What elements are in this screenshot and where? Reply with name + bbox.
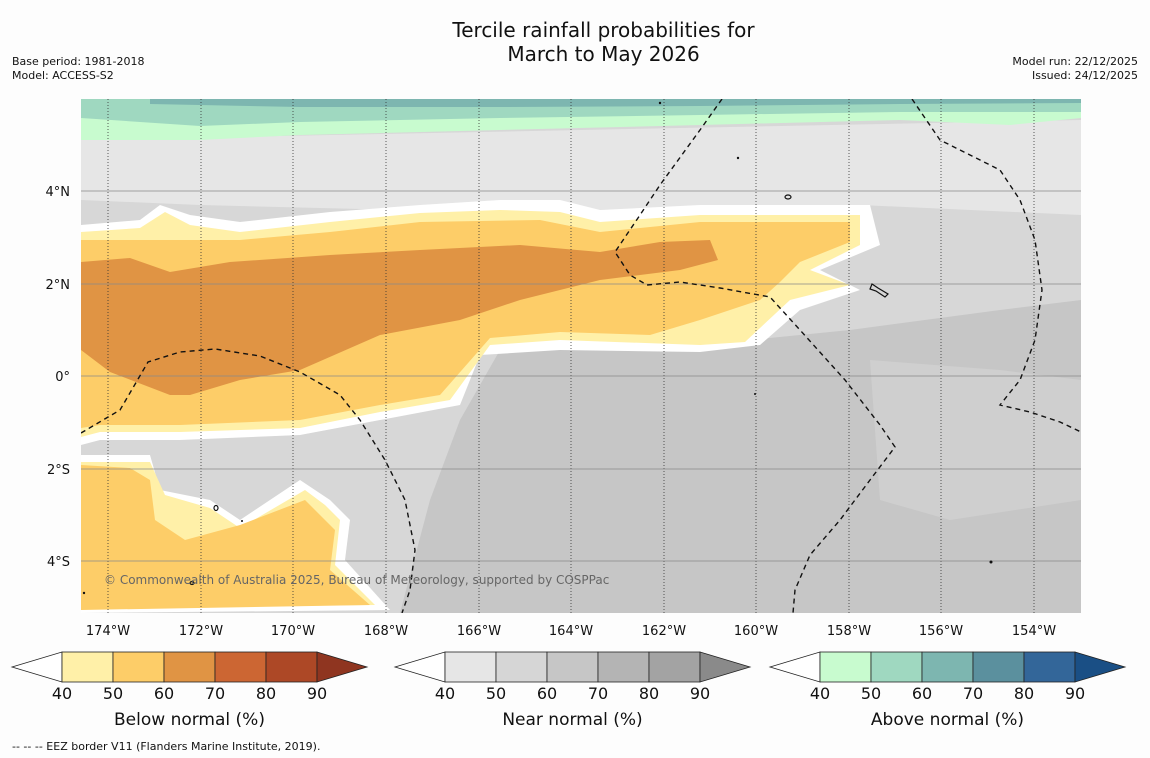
lon-tick-170w: 170°W xyxy=(271,624,315,639)
atolls xyxy=(82,101,993,595)
colorbar-below-swatch-3 xyxy=(214,651,267,683)
colorbar-below-low-triangle xyxy=(10,651,63,683)
eez-footnote: -- -- -- EEZ border V11 (Flanders Marine… xyxy=(12,740,321,753)
above-normal-60-region xyxy=(150,99,1081,107)
colorbar-above-swatch-1 xyxy=(870,651,923,683)
colorbar-below-tick-70: 70 xyxy=(205,684,225,703)
colorbar-above-title: Above normal (%) xyxy=(871,710,1024,730)
colorbar-above-low-triangle xyxy=(768,651,821,683)
lat-tick-2n: 2°N xyxy=(46,278,71,293)
colorbar-near-swatch-4 xyxy=(648,651,701,683)
lon-tick-162w: 162°W xyxy=(642,624,686,639)
meta-right: Model run: 22/12/2025 Issued: 24/12/2025 xyxy=(1012,55,1138,83)
model-run: Model run: 22/12/2025 xyxy=(1012,55,1138,68)
colorbar-above-swatch-3 xyxy=(972,651,1025,683)
colorbar-above-swatch-0 xyxy=(819,651,872,683)
colorbar-below-swatch-1 xyxy=(112,651,165,683)
lon-tick-174w: 174°W xyxy=(86,624,130,639)
colorbar-below-tick-90: 90 xyxy=(307,684,327,703)
lat-tick-4n: 4°N xyxy=(46,185,71,200)
colorbar-below-high-triangle xyxy=(316,651,369,683)
colorbar-near-tick-90: 90 xyxy=(690,684,710,703)
colorbar-near-tick-60: 60 xyxy=(537,684,557,703)
colorbar-near-swatch-2 xyxy=(546,651,599,683)
colorbar-above-tick-50: 50 xyxy=(861,684,881,703)
lon-tick-166w: 166°W xyxy=(457,624,501,639)
colorbar-near-swatch-0 xyxy=(444,651,497,683)
base-period: Base period: 1981-2018 xyxy=(12,55,145,68)
colorbar-above-high-triangle xyxy=(1074,651,1127,683)
colorbar-near-tick-50: 50 xyxy=(486,684,506,703)
eez-borders xyxy=(81,99,1081,613)
colorbar-below: 40 50 60 70 80 90 Below normal (%) xyxy=(10,651,369,730)
islands xyxy=(189,194,889,586)
colorbars: 40 50 60 70 80 90 Below normal (%) 40 50 60 70 80 90… xyxy=(10,651,1127,730)
colorbar-below-swatch-0 xyxy=(61,651,114,683)
colorbar-above-tick-90: 90 xyxy=(1065,684,1085,703)
lat-tick-2s: 2°S xyxy=(47,463,70,478)
colorbar-below-tick-60: 60 xyxy=(154,684,174,703)
colorbar-above-swatch-4 xyxy=(1023,651,1076,683)
title-line-2: March to May 2026 xyxy=(507,42,700,66)
colorbar-near-tick-70: 70 xyxy=(588,684,608,703)
colorbar-below-swatch-2 xyxy=(163,651,216,683)
colorbar-below-tick-50: 50 xyxy=(103,684,123,703)
colorbar-above-swatch-2 xyxy=(921,651,974,683)
colorbar-near-high-triangle xyxy=(699,651,752,683)
colorbar-near-swatch-1 xyxy=(495,651,548,683)
colorbar-near-swatch-3 xyxy=(597,651,650,683)
colorbar-above-tick-60: 60 xyxy=(912,684,932,703)
meta-left: Base period: 1981-2018 Model: ACCESS-S2 xyxy=(12,55,144,83)
colorbar-above-tick-70: 70 xyxy=(963,684,983,703)
lon-tick-154w: 154°W xyxy=(1012,624,1056,639)
chart-title: Tercile rainfall probabilities for March… xyxy=(0,18,1150,66)
colorbar-below-tick-80: 80 xyxy=(256,684,276,703)
lon-tick-158w: 158°W xyxy=(827,624,871,639)
model-name: Model: ACCESS-S2 xyxy=(12,69,114,82)
lon-ticks: 174°W 172°W 170°W 168°W 166°W 164°W 162°… xyxy=(86,624,1056,639)
colorbar-above-tick-40: 40 xyxy=(810,684,830,703)
issued-date: Issued: 24/12/2025 xyxy=(1031,69,1138,82)
colorbar-above: 40 50 60 70 80 90 Above normal (%) xyxy=(768,651,1127,730)
lon-tick-164w: 164°W xyxy=(549,624,593,639)
below-normal-50-south xyxy=(81,465,370,610)
colorbar-near: 40 50 60 70 80 90 Near normal (%) xyxy=(393,651,752,730)
colorbar-near-tick-40: 40 xyxy=(435,684,455,703)
map-area xyxy=(81,99,1081,613)
lon-tick-168w: 168°W xyxy=(364,624,408,639)
colorbar-below-swatch-4 xyxy=(265,651,318,683)
lon-tick-172w: 172°W xyxy=(179,624,223,639)
colorbar-near-low-triangle xyxy=(393,651,446,683)
lon-tick-156w: 156°W xyxy=(919,624,963,639)
lon-tick-160w: 160°W xyxy=(734,624,778,639)
below-normal-60-region xyxy=(81,240,718,395)
copyright-text: © Commonwealth of Australia 2025, Bureau… xyxy=(104,573,609,587)
lat-tick-0: 0° xyxy=(55,370,70,385)
near-normal-55-region xyxy=(870,360,1081,520)
colorbar-below-title: Below normal (%) xyxy=(114,710,265,730)
colorbar-near-tick-80: 80 xyxy=(639,684,659,703)
colorbar-near-title: Near normal (%) xyxy=(502,710,642,730)
colorbar-below-tick-40: 40 xyxy=(52,684,72,703)
lat-ticks: 4°N 2°N 0° 2°S 4°S xyxy=(46,185,71,570)
title-line-1: Tercile rainfall probabilities for xyxy=(452,18,755,42)
lat-tick-4s: 4°S xyxy=(47,555,70,570)
graticule-lat xyxy=(81,190,1081,562)
colorbar-above-tick-80: 80 xyxy=(1014,684,1034,703)
